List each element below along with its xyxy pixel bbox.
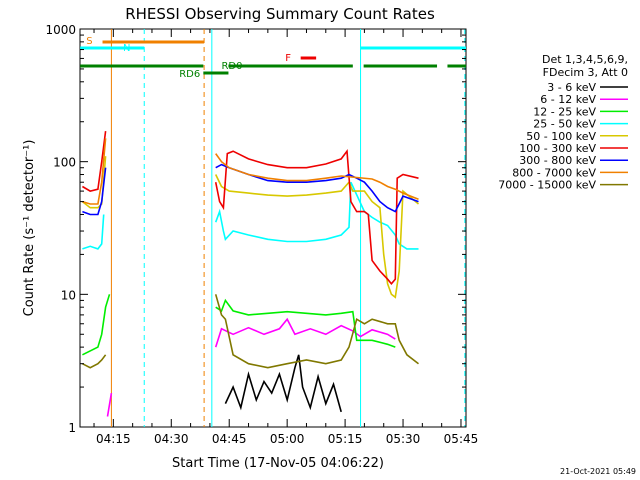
legend-label-2: 12 - 25 keV [533, 105, 596, 118]
series-line-8-seg-0 [82, 354, 107, 369]
series-line-3-seg-1 [214, 181, 419, 250]
plot-frame [79, 28, 467, 428]
legend-header-line-1: Det 1,3,4,5,6,9, [542, 53, 628, 66]
x-tick-label-2: 04:45 [212, 432, 247, 446]
x-tick-label-1: 04:30 [154, 432, 189, 446]
legend-label-0: 3 - 6 keV [547, 81, 596, 94]
legend-header-line-2: FDecim 3, Att 0 [543, 66, 628, 79]
y-axis-label: Count Rate (s⁻¹ detector⁻¹) [22, 140, 37, 317]
series-line-2-seg-1 [215, 298, 396, 348]
legend-label-3: 25 - 50 keV [533, 118, 596, 131]
y-tick-label-0: 1 [68, 421, 76, 435]
legend-label-1: 6 - 12 keV [540, 93, 596, 106]
legend-label-4: 50 - 100 keV [526, 130, 596, 143]
bar-label-rd6: RD6 [179, 69, 200, 80]
series-line-7-seg-0 [82, 138, 107, 205]
series-line-5-seg-0 [81, 130, 107, 192]
series-line-6-seg-0 [82, 167, 107, 216]
bar-label-n: N [123, 43, 130, 54]
annotation-bars: S N F RD0 RD6 [80, 36, 466, 80]
series-800-7000-kev [82, 138, 419, 205]
legend-label-7: 800 - 7000 keV [512, 166, 596, 179]
axis-ticks: 04:15 04:30 04:45 05:00 05:15 05:30 05:45 1 10 10… [45, 23, 478, 446]
x-tick-label-4: 05:15 [328, 432, 363, 446]
x-tick-label-0: 04:15 [96, 432, 131, 446]
x-tick-label-5: 05:30 [386, 432, 421, 446]
series-line-1-seg-0 [106, 392, 113, 417]
chart-title: RHESSI Observing Summary Count Rates [125, 5, 435, 23]
series-line-7-seg-1 [215, 153, 419, 201]
x-axis-label: Start Time (17-Nov-05 04:06:22) [172, 456, 384, 471]
series-3-6-kev [224, 354, 342, 413]
y-tick-label-3: 1000 [45, 23, 76, 37]
vertical-markers [110, 29, 466, 427]
x-tick-label-6: 05:45 [444, 432, 479, 446]
bar-label-s: S [86, 36, 92, 47]
legend-label-6: 300 - 800 keV [519, 154, 596, 167]
series-6-12-kev [106, 317, 396, 417]
bar-label-f: F [285, 53, 291, 64]
footer-timestamp: 21-Oct-2021 05:49 [560, 467, 636, 476]
legend-label-8: 7000 - 15000 keV [498, 179, 596, 192]
series-line-3-seg-0 [82, 214, 105, 250]
series-12-25-kev [82, 294, 396, 356]
data-series [81, 130, 420, 417]
series-line-0-seg-0 [224, 354, 342, 413]
series-25-50-kev [82, 181, 419, 250]
series-line-2-seg-0 [82, 294, 111, 356]
series-line-8-seg-1 [214, 294, 419, 369]
series-line-1-seg-1 [214, 317, 396, 348]
y-tick-label-1: 10 [61, 288, 76, 302]
legend-label-5: 100 - 300 keV [519, 142, 596, 155]
bar-label-rd0: RD0 [221, 61, 242, 72]
x-tick-label-3: 05:00 [270, 432, 305, 446]
y-tick-label-2: 100 [53, 156, 76, 170]
series-7000-15000-kev [82, 294, 419, 369]
series-line-4-seg-1 [214, 174, 420, 299]
